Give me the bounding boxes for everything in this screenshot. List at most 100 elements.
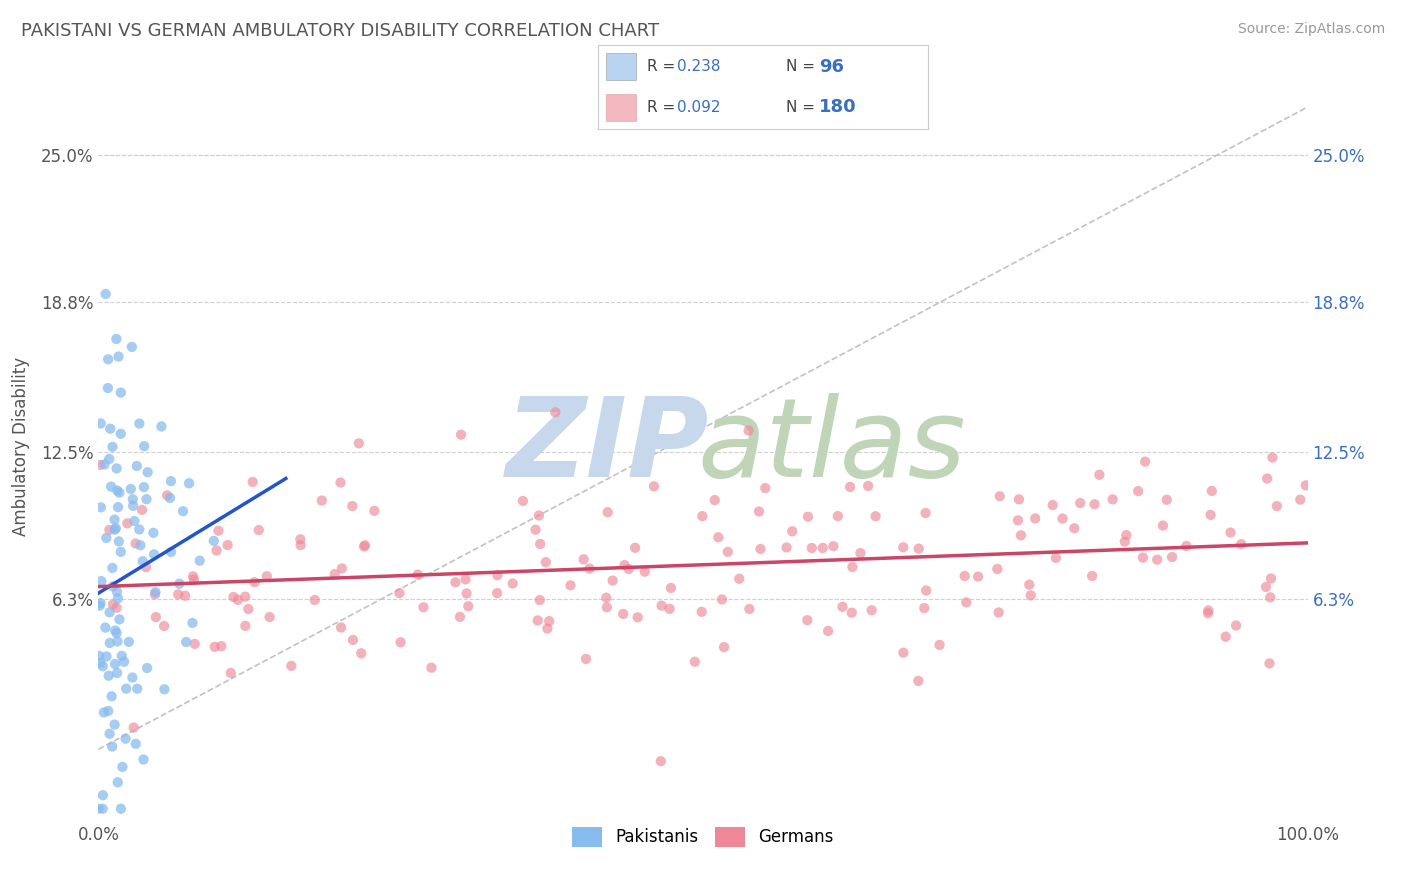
Point (350, 646, 373, 660)
Point (247, 523, 270, 537)
Point (1289, 492, 1312, 507)
Point (796, 613, 818, 627)
Point (108, 485, 131, 500)
Point (105, 600, 128, 615)
Point (311, 493, 333, 508)
Point (89, 648, 111, 663)
Point (1088, 467, 1111, 482)
Point (181, 615, 204, 630)
Point (534, 555, 557, 569)
Point (1197, 603, 1219, 617)
Point (120, 482, 142, 496)
Point (703, 493, 725, 508)
Point (89, 458, 111, 472)
Point (1161, 550, 1184, 565)
Point (457, 599, 479, 614)
Point (412, 600, 434, 615)
Point (575, 652, 598, 666)
Point (125, 737, 148, 751)
Point (1132, 550, 1154, 565)
Point (914, 506, 936, 520)
Text: N =: N = (786, 100, 820, 115)
Point (1215, 630, 1237, 644)
Point (612, 607, 634, 621)
Point (207, 524, 229, 538)
Point (94, 621, 117, 635)
Point (454, 573, 477, 587)
Point (105, 461, 128, 475)
Point (174, 635, 197, 649)
Point (89, 596, 111, 610)
Point (91, 802, 114, 816)
Point (529, 537, 551, 551)
Point (219, 665, 242, 680)
Point (89, 599, 111, 613)
Point (205, 543, 228, 558)
Point (160, 474, 183, 488)
Point (98, 605, 121, 619)
Point (915, 583, 938, 598)
Point (449, 610, 471, 624)
Point (222, 590, 245, 604)
Point (1010, 528, 1032, 542)
Point (159, 491, 181, 505)
Point (595, 591, 617, 605)
Point (132, 480, 155, 494)
Point (100, 690, 122, 704)
Point (1007, 513, 1029, 527)
Point (169, 576, 191, 591)
Point (135, 492, 157, 507)
Point (987, 606, 1010, 620)
Point (486, 586, 509, 600)
Point (150, 419, 173, 434)
Point (907, 673, 929, 688)
Point (713, 640, 735, 654)
Point (98, 422, 121, 436)
Point (153, 682, 176, 697)
Point (536, 622, 558, 636)
Point (1225, 618, 1247, 632)
Point (181, 569, 204, 583)
Point (988, 489, 1011, 503)
Point (103, 513, 125, 527)
Point (560, 578, 582, 592)
Point (111, 760, 134, 774)
Point (121, 492, 143, 507)
Point (145, 585, 167, 599)
Point (93, 706, 115, 720)
Point (353, 540, 375, 554)
Point (131, 554, 153, 568)
Point (323, 567, 346, 582)
Text: atlas: atlas (697, 392, 966, 500)
Point (122, 721, 145, 735)
Point (659, 581, 682, 595)
Point (97, 381, 120, 395)
Point (101, 440, 124, 454)
Text: 96: 96 (818, 58, 844, 76)
Point (596, 600, 619, 615)
Point (128, 523, 150, 537)
Point (1135, 454, 1157, 468)
Point (893, 646, 915, 660)
Point (101, 579, 124, 593)
Point (737, 424, 759, 438)
Point (1256, 472, 1278, 486)
Point (104, 521, 127, 535)
Point (1081, 569, 1104, 583)
Point (98, 636, 121, 650)
Point (259, 610, 281, 624)
Point (184, 637, 207, 651)
Point (524, 523, 547, 537)
Point (330, 620, 353, 634)
Point (529, 593, 551, 607)
Point (121, 671, 143, 685)
Point (124, 514, 146, 528)
Point (456, 586, 478, 600)
Point (107, 500, 129, 515)
Point (1254, 580, 1277, 594)
Point (1114, 534, 1136, 549)
Point (651, 599, 673, 613)
Point (1018, 577, 1040, 591)
Point (104, 657, 127, 671)
Point (342, 632, 364, 647)
